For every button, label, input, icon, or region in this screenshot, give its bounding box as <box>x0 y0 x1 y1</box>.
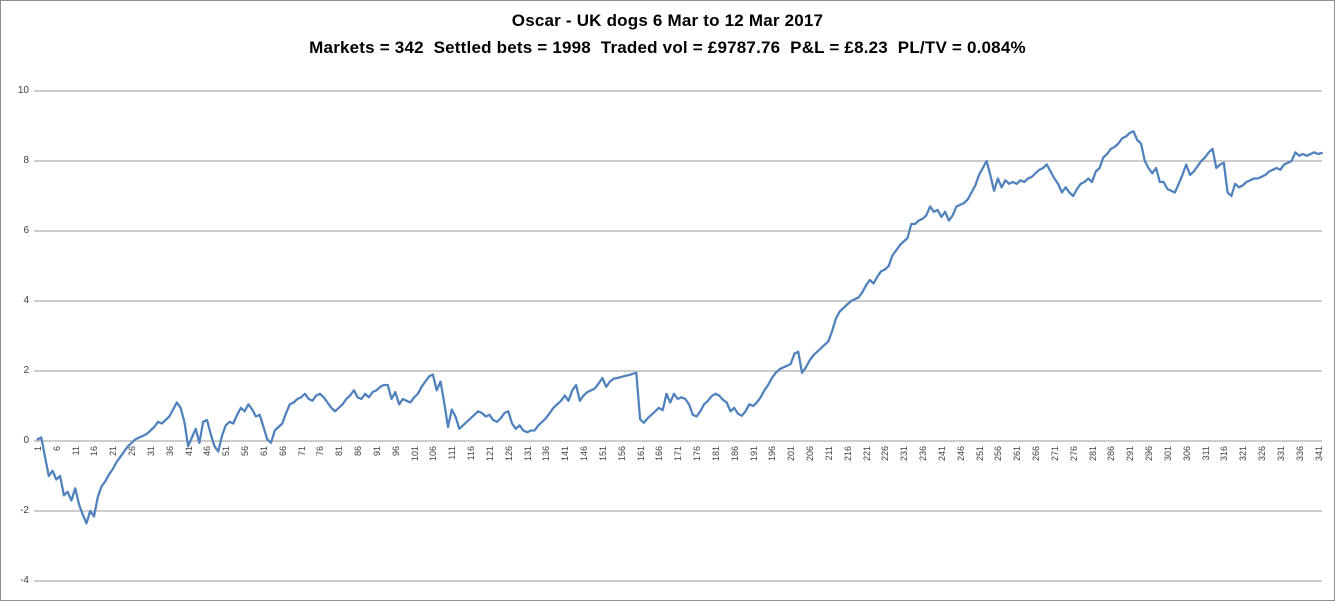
x-tick-label: 1 <box>33 446 43 452</box>
x-tick-label: 126 <box>503 446 514 462</box>
chart-subtitle: Markets = 342 Settled bets = 1998 Traded… <box>309 38 1026 57</box>
x-tick-label: 256 <box>993 446 1004 462</box>
x-tick-label: 21 <box>108 446 119 457</box>
x-tick-label: 336 <box>1294 446 1305 462</box>
pnl-line-series <box>36 130 1323 525</box>
x-tick-label: 291 <box>1125 446 1136 462</box>
x-tick-label: 11 <box>70 446 81 456</box>
x-tick-label: 231 <box>899 446 910 462</box>
x-tick-label: 326 <box>1257 446 1267 462</box>
x-tick-label: 136 <box>541 446 552 462</box>
x-tick-label: 6 <box>51 446 62 452</box>
x-tick-label: 41 <box>183 446 194 457</box>
x-tick-label: 131 <box>522 446 533 462</box>
x-tick-label: 281 <box>1087 446 1098 462</box>
y-tick-label: 2 <box>23 365 29 376</box>
y-tick-label: 0 <box>23 435 29 446</box>
x-tick-label: 306 <box>1181 446 1192 462</box>
x-tick-label: 266 <box>1031 446 1042 462</box>
x-tick-label: 141 <box>560 446 571 462</box>
x-tick-label: 181 <box>710 446 721 462</box>
x-tick-label: 96 <box>390 446 401 457</box>
x-tick-label: 301 <box>1162 446 1173 462</box>
x-tick-label: 166 <box>654 446 665 462</box>
x-tick-label: 241 <box>936 446 947 462</box>
x-tick-label: 311 <box>1200 446 1211 461</box>
x-tick-label: 26 <box>127 446 138 457</box>
x-tick-label: 196 <box>767 446 778 462</box>
x-tick-label: 261 <box>1012 446 1023 462</box>
y-tick-label: -2 <box>20 505 29 516</box>
y-tick-label: 6 <box>23 225 29 236</box>
y-tick-label: 10 <box>17 85 29 96</box>
x-tick-label: 91 <box>371 446 382 457</box>
x-tick-label: 111 <box>447 446 458 460</box>
x-tick-label: 206 <box>805 446 816 462</box>
x-tick-label: 176 <box>692 446 703 462</box>
x-tick-label: 341 <box>1313 446 1324 462</box>
x-tick-label: 236 <box>918 446 929 462</box>
x-tick-label: 276 <box>1068 446 1079 462</box>
x-tick-label: 156 <box>616 446 627 462</box>
x-tick-label: 56 <box>240 446 251 457</box>
y-tick-label: 4 <box>23 295 29 306</box>
x-tick-label: 161 <box>635 446 646 462</box>
chart-title: Oscar - UK dogs 6 Mar to 12 Mar 2017 <box>511 11 824 30</box>
x-tick-label: 76 <box>315 446 326 457</box>
x-tick-label: 86 <box>353 446 364 457</box>
x-tick-label: 146 <box>579 446 590 462</box>
x-tick-label: 116 <box>466 446 477 461</box>
x-tick-label: 106 <box>428 446 439 462</box>
x-tick-label: 171 <box>673 446 684 462</box>
x-tick-label: 61 <box>258 446 269 457</box>
x-tick-label: 321 <box>1238 446 1249 462</box>
x-tick-label: 251 <box>974 446 985 462</box>
x-tick-label: 66 <box>277 446 288 457</box>
x-tick-label: 271 <box>1049 446 1060 462</box>
x-tick-label: 31 <box>145 446 156 457</box>
x-tick-label: 201 <box>786 446 797 462</box>
x-tick-label: 246 <box>955 446 966 462</box>
x-tick-label: 331 <box>1275 446 1286 462</box>
x-tick-label: 151 <box>597 446 608 462</box>
x-tick-label: 216 <box>842 446 853 462</box>
y-tick-label: 8 <box>23 155 29 166</box>
x-tick-label: 286 <box>1106 446 1117 462</box>
x-tick-label: 296 <box>1144 446 1155 462</box>
x-tick-label: 121 <box>484 446 495 462</box>
x-tick-label: 316 <box>1219 446 1230 462</box>
x-tick-label: 71 <box>296 446 307 457</box>
x-tick-label: 211 <box>823 446 834 461</box>
y-tick-label: -4 <box>20 575 29 586</box>
x-tick-label: 226 <box>880 446 891 462</box>
x-tick-label: 36 <box>164 446 175 457</box>
x-tick-label: 46 <box>202 446 213 457</box>
x-tick-label: 51 <box>221 446 232 457</box>
x-tick-label: 186 <box>729 446 740 462</box>
x-tick-label: 16 <box>89 446 100 457</box>
x-tick-label: 81 <box>334 446 345 457</box>
x-tick-label: 191 <box>748 446 759 462</box>
x-tick-label: 221 <box>861 446 872 462</box>
x-tick-label: 101 <box>409 446 420 462</box>
